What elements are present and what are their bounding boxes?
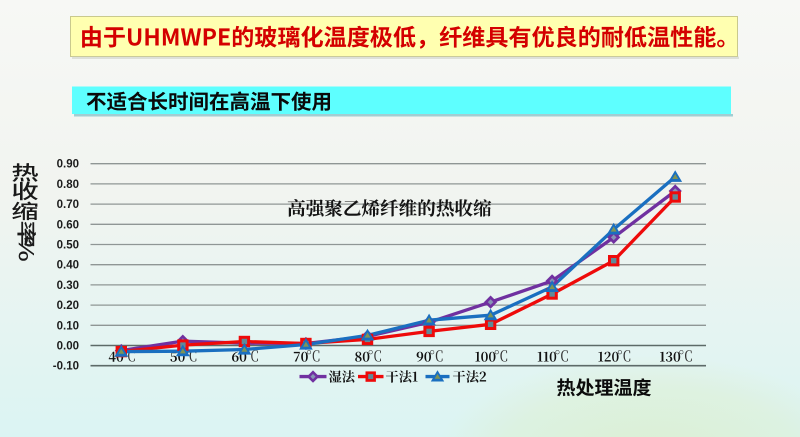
svg-text:0.00: 0.00 bbox=[57, 341, 79, 353]
svg-text:0.90: 0.90 bbox=[57, 159, 79, 171]
svg-text:0.60: 0.60 bbox=[57, 219, 79, 231]
svg-text:-0.10: -0.10 bbox=[53, 361, 79, 373]
svg-text:0.10: 0.10 bbox=[57, 320, 79, 332]
svg-text:0.30: 0.30 bbox=[57, 280, 79, 292]
svg-text:0.80: 0.80 bbox=[57, 179, 79, 191]
svg-text:0.20: 0.20 bbox=[57, 300, 79, 312]
svg-text:0.40: 0.40 bbox=[57, 260, 79, 272]
svg-text:0.50: 0.50 bbox=[57, 240, 79, 252]
svg-text:0.70: 0.70 bbox=[57, 199, 79, 211]
